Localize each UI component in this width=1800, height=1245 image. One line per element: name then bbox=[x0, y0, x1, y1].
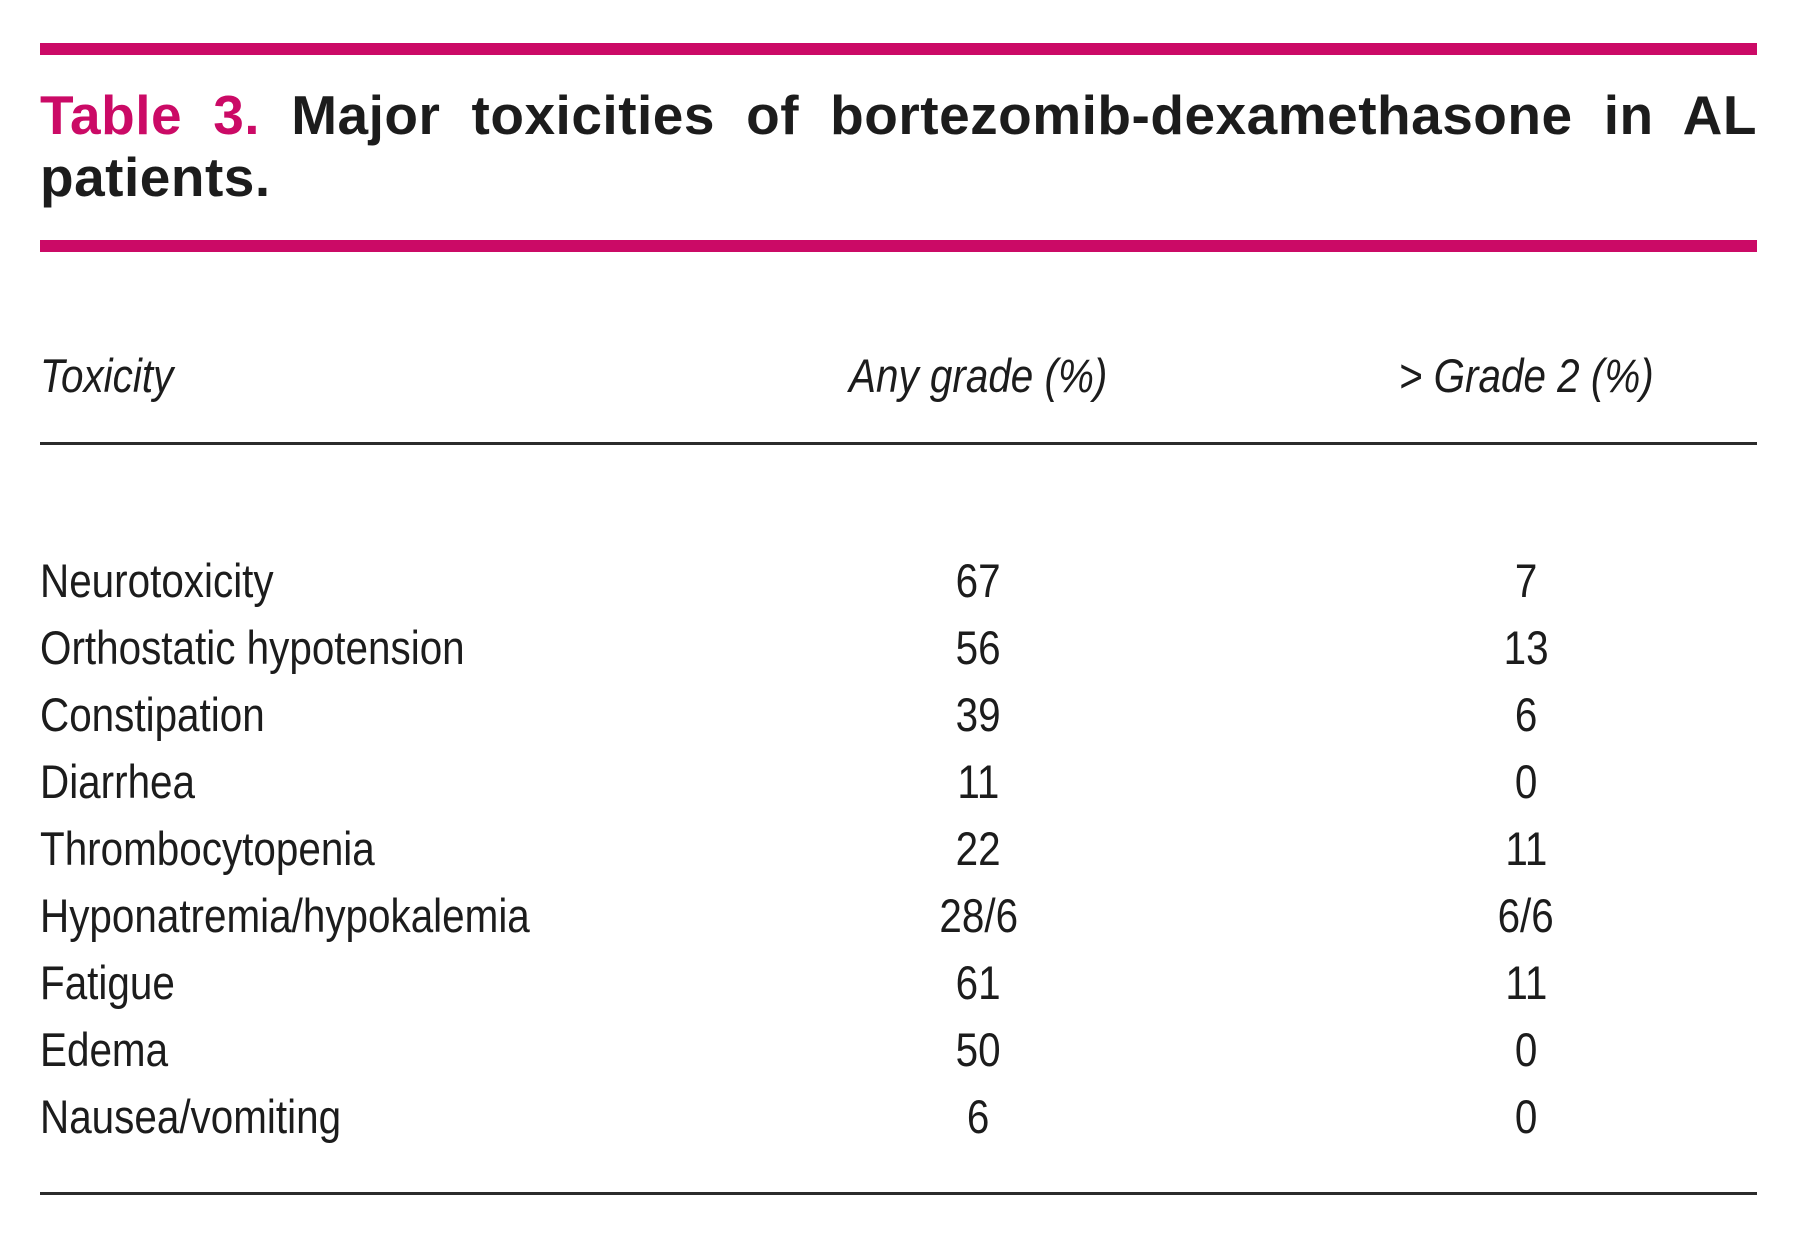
table-header-row: Toxicity Any grade (%) > Grade 2 (%) bbox=[40, 350, 1757, 402]
toxicity-cell: Hyponatremia/hypokalemia bbox=[40, 889, 530, 942]
grade-2-cell: 0 bbox=[1514, 755, 1538, 808]
toxicity-cell: Fatigue bbox=[40, 956, 175, 1009]
any-grade-cell: 6 bbox=[967, 1090, 990, 1143]
column-header-toxicity: Toxicity bbox=[40, 349, 174, 402]
grade-2-cell: 6/6 bbox=[1497, 889, 1555, 942]
toxicity-cell: Thrombocytopenia bbox=[40, 822, 375, 875]
table-row: Constipation 39 6 bbox=[40, 681, 1757, 748]
grade-2-cell: 7 bbox=[1514, 554, 1538, 607]
caption-bottom-accent-rule bbox=[40, 240, 1757, 252]
any-grade-cell: 22 bbox=[955, 822, 1001, 875]
any-grade-cell: 56 bbox=[955, 621, 1001, 674]
top-accent-rule bbox=[40, 43, 1757, 55]
grade-2-cell: 11 bbox=[1505, 956, 1548, 1009]
table-row: Nausea/vomiting 6 0 bbox=[40, 1083, 1757, 1150]
toxicity-cell: Edema bbox=[40, 1023, 169, 1076]
table-row: Thrombocytopenia 22 11 bbox=[40, 815, 1757, 882]
grade-2-cell: 0 bbox=[1514, 1023, 1538, 1076]
any-grade-cell: 50 bbox=[955, 1023, 1001, 1076]
toxicity-cell: Diarrhea bbox=[40, 755, 196, 808]
grade-2-cell: 0 bbox=[1514, 1090, 1538, 1143]
table-caption-line2: patients. bbox=[40, 146, 271, 208]
table-row: Hyponatremia/hypokalemia 28/6 6/6 bbox=[40, 882, 1757, 949]
grade-2-cell: 11 bbox=[1505, 822, 1548, 875]
table-body: Neurotoxicity 67 7 Orthostatic hypotensi… bbox=[40, 547, 1757, 1150]
grade-2-cell: 6 bbox=[1514, 688, 1538, 741]
toxicity-cell: Neurotoxicity bbox=[40, 554, 274, 607]
any-grade-cell: 61 bbox=[955, 956, 1001, 1009]
toxicity-cell: Orthostatic hypotension bbox=[40, 621, 465, 674]
table-caption-text: Major toxicities of bortezomib-dexametha… bbox=[291, 84, 1757, 146]
header-divider-rule bbox=[40, 442, 1757, 445]
any-grade-cell: 39 bbox=[955, 688, 1001, 741]
table-caption: Table 3. Major toxicities of bortezomib-… bbox=[40, 84, 1757, 208]
toxicity-cell: Nausea/vomiting bbox=[40, 1090, 342, 1143]
column-header-any-grade: Any grade (%) bbox=[849, 349, 1108, 402]
grade-2-cell: 13 bbox=[1503, 621, 1549, 674]
any-grade-cell: 11 bbox=[957, 755, 1000, 808]
table-caption-line1: Table 3. Major toxicities of bortezomib-… bbox=[40, 84, 1757, 146]
toxicity-cell: Constipation bbox=[40, 688, 265, 741]
table-bottom-rule bbox=[40, 1192, 1757, 1195]
table-row: Edema 50 0 bbox=[40, 1016, 1757, 1083]
table-row: Diarrhea 11 0 bbox=[40, 748, 1757, 815]
table-row: Fatigue 61 11 bbox=[40, 949, 1757, 1016]
table-row: Neurotoxicity 67 7 bbox=[40, 547, 1757, 614]
column-header-grade-2: > Grade 2 (%) bbox=[1398, 349, 1654, 402]
table-row: Orthostatic hypotension 56 13 bbox=[40, 614, 1757, 681]
any-grade-cell: 28/6 bbox=[938, 889, 1018, 942]
table-number-label: Table 3. bbox=[40, 84, 261, 146]
any-grade-cell: 67 bbox=[955, 554, 1001, 607]
